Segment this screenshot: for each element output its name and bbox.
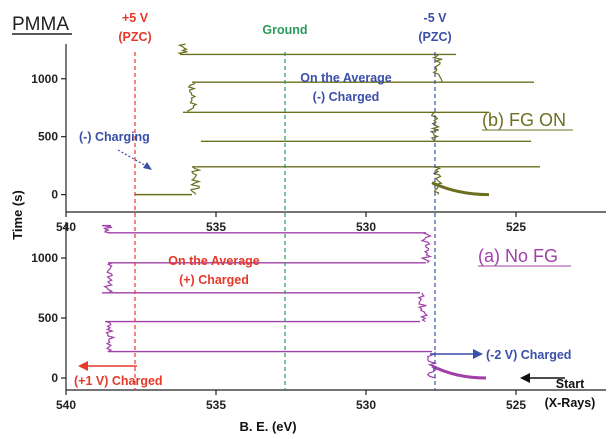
bottom-noise-band (103, 262, 114, 294)
top-x-tick-label: 530 (356, 220, 376, 234)
annotation-minus2: (-2 V) Charged (486, 348, 571, 362)
top-decay-curve (431, 181, 490, 197)
top-x-tick-label: 535 (206, 220, 226, 234)
annotation-start-2: (X-Rays) (545, 396, 596, 410)
reference-line-label: (PZC) (418, 30, 451, 44)
top-y-tick-label: 0 (51, 188, 58, 202)
annotation-start-1: Start (556, 377, 585, 391)
x-axis-title: B. E. (eV) (239, 419, 296, 434)
bottom-noise-band (426, 351, 438, 379)
annotation-plus1: (+1 V) Charged (74, 374, 163, 388)
charging-arrow (117, 149, 149, 168)
top-noise-band (431, 53, 443, 83)
panel-label-top: (b) FG ON (482, 110, 566, 130)
annotation-bottom-average-2: (+) Charged (179, 273, 249, 287)
minus2-arrowhead (473, 349, 483, 359)
top-noise-band (177, 43, 188, 55)
bottom-y-tick-label: 0 (51, 371, 58, 385)
top-x-tick-label: 525 (506, 220, 526, 234)
annotation-top-average-2: (-) Charged (313, 90, 380, 104)
start-arrowhead (520, 373, 530, 383)
top-noise-band (432, 166, 443, 195)
bottom-x-tick-label: 525 (506, 398, 526, 412)
panel-bottom (65, 222, 606, 391)
y-axis-title: Time (s) (10, 190, 25, 240)
reference-line-label: (PZC) (118, 30, 151, 44)
top-y-tick-label: 500 (38, 130, 58, 144)
panel-top (65, 43, 606, 213)
plus1-arrowhead (78, 361, 88, 371)
reference-line-label: -5 V (424, 11, 448, 25)
reference-line-label: Ground (262, 23, 307, 37)
top-noise-band (429, 111, 441, 142)
chart-title: PMMA (12, 14, 69, 35)
panel-label-bottom: (a) No FG (478, 246, 558, 266)
top-noise-band (187, 81, 198, 113)
bottom-noise-band (420, 232, 433, 264)
bottom-decay-curve (431, 364, 487, 380)
top-noise-band (189, 166, 202, 195)
bottom-noise-band (105, 321, 116, 353)
annotation-bottom-average-1: On the Average (168, 254, 260, 268)
bottom-x-tick-label: 530 (356, 398, 376, 412)
top-x-tick-label: 540 (56, 220, 76, 234)
bottom-noise-band (417, 292, 429, 323)
bottom-x-tick-label: 540 (56, 398, 76, 412)
top-y-tick-label: 1000 (31, 72, 58, 86)
charging-arrowhead (143, 162, 152, 170)
bottom-y-tick-label: 500 (38, 311, 58, 325)
annotation-top-average-1: On the Average (300, 71, 392, 85)
reference-line-label: +5 V (122, 11, 149, 25)
bottom-y-tick-label: 1000 (31, 251, 58, 265)
annotation-charging: (-) Charging (79, 130, 150, 144)
bottom-noise-band (103, 225, 113, 234)
bottom-x-tick-label: 535 (206, 398, 226, 412)
